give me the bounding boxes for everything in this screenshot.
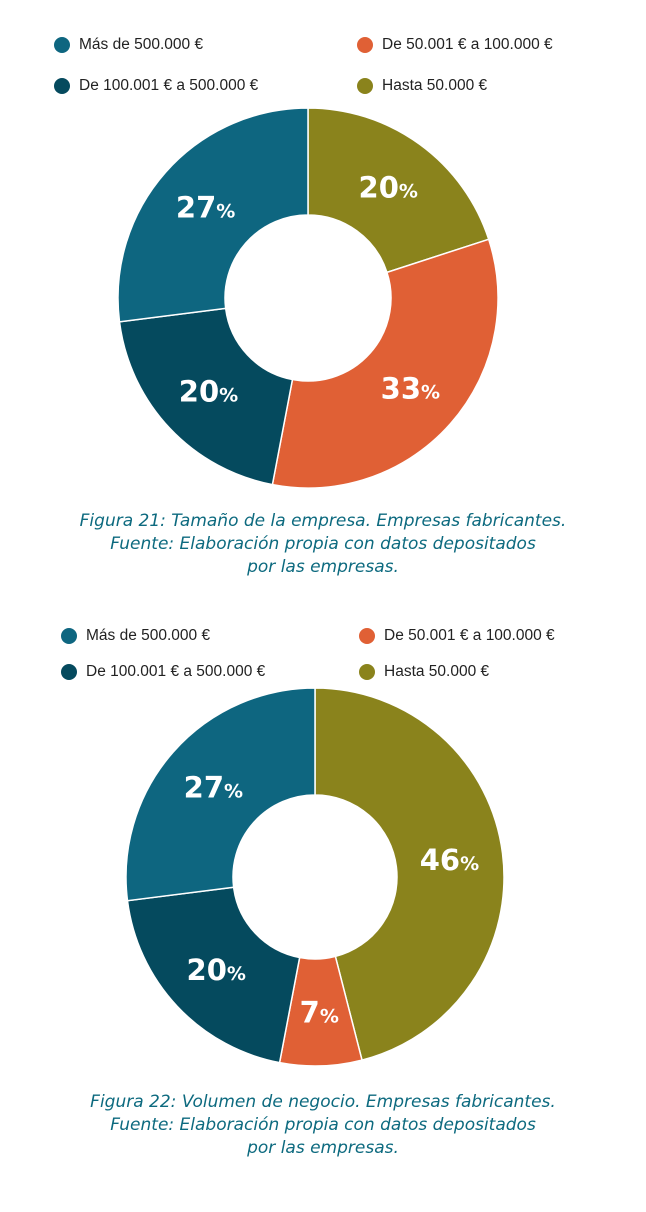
donut-slice-3	[126, 886, 301, 1064]
caption-line: Fuente: Elaboración propia con datos dep…	[110, 1115, 536, 1135]
legend-dot-50k-100k	[359, 628, 375, 644]
legend-dot-mas-500k	[54, 37, 70, 53]
slice-data-label-3: 20%	[179, 374, 238, 408]
legend-label: De 100.001 € a 500.000 €	[86, 663, 266, 680]
legend-item-100k-500k: De 100.001 € a 500.000 €	[61, 663, 265, 681]
slice-data-label-2: 33%	[381, 371, 440, 405]
donut-slice-1	[307, 107, 490, 274]
donut-chart-tamano-empresa: 20% 33% 20% 27%	[117, 107, 499, 489]
donut-slice-4	[125, 687, 316, 902]
donut-chart-volumen-negocio: 46% 7% 20% 27%	[125, 687, 505, 1067]
legend-item-hasta-50k: Hasta 50.000 €	[357, 77, 487, 95]
donut-slice-3	[118, 307, 294, 486]
slice-data-label-1: 20%	[359, 171, 418, 205]
legend-dot-100k-500k	[54, 78, 70, 94]
legend-label: Más de 500.000 €	[86, 627, 211, 644]
legend-label: Hasta 50.000 €	[382, 77, 488, 94]
donut-slice-4	[117, 107, 309, 323]
legend-label: De 50.001 € a 100.000 €	[382, 36, 553, 53]
caption-line: por las empresas.	[247, 1138, 399, 1158]
slice-data-label-1: 46%	[420, 843, 479, 877]
slice-data-label-4: 27%	[176, 191, 235, 225]
figure-caption-21: Figura 21: Tamaño de la empresa. Empresa…	[0, 510, 646, 579]
legend-label: Hasta 50.000 €	[384, 663, 490, 680]
donut-slice-1	[314, 687, 505, 1061]
caption-line: Fuente: Elaboración propia con datos dep…	[110, 534, 536, 554]
slice-data-label-4: 27%	[184, 770, 243, 804]
legend-item-50k-100k: De 50.001 € a 100.000 €	[357, 36, 553, 54]
legend-dot-hasta-50k	[357, 78, 373, 94]
slice-data-label-2: 7%	[300, 995, 339, 1029]
slice-data-label-3: 20%	[187, 953, 246, 987]
legend-item-mas-500k: Más de 500.000 €	[54, 36, 203, 54]
figure-caption-22: Figura 22: Volumen de negocio. Empresas …	[0, 1091, 646, 1160]
legend-label: De 100.001 € a 500.000 €	[79, 77, 259, 94]
legend-item-50k-100k: De 50.001 € a 100.000 €	[359, 627, 555, 645]
legend-dot-50k-100k	[357, 37, 373, 53]
legend-dot-hasta-50k	[359, 664, 375, 680]
legend-item-100k-500k: De 100.001 € a 500.000 €	[54, 77, 258, 95]
legend-dot-mas-500k	[61, 628, 77, 644]
caption-line: Figura 21: Tamaño de la empresa. Empresa…	[79, 511, 567, 531]
legend-label: Más de 500.000 €	[79, 36, 204, 53]
legend-item-hasta-50k: Hasta 50.000 €	[359, 663, 489, 681]
donut-slice-2	[271, 238, 499, 489]
legend-dot-100k-500k	[61, 664, 77, 680]
caption-line: Figura 22: Volumen de negocio. Empresas …	[90, 1092, 556, 1112]
legend-item-mas-500k: Más de 500.000 €	[61, 627, 210, 645]
caption-line: por las empresas.	[247, 557, 399, 577]
legend-label: De 50.001 € a 100.000 €	[384, 627, 555, 644]
